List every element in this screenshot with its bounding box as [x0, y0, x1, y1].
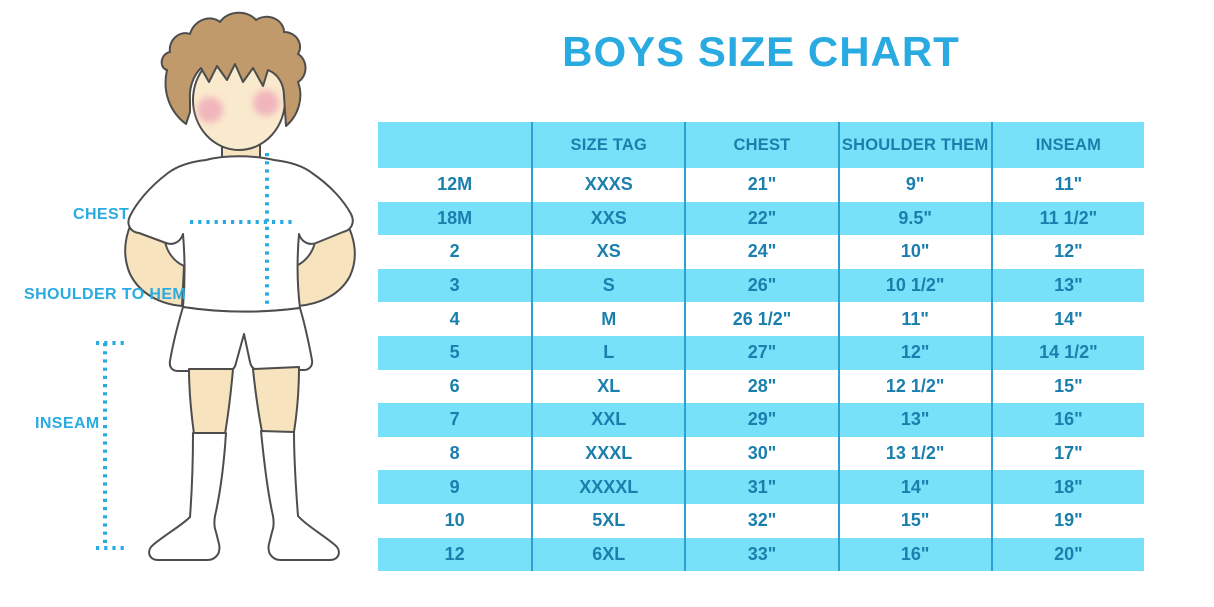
table-cell: 12"	[990, 235, 1144, 269]
table-row: 7 XXL 29" 13" 16"	[378, 403, 1144, 437]
table-cell: 8	[449, 443, 460, 464]
table-cell: 27"	[684, 335, 837, 370]
table-cell: 24"	[684, 235, 837, 269]
table-cell: 10	[444, 510, 465, 531]
table-row: 6 XL 28" 12 1/2" 15"	[378, 369, 1144, 404]
table-cell: 11"	[990, 168, 1144, 202]
column-header: SHOULDER THEM	[837, 122, 991, 168]
column-header	[378, 122, 531, 168]
table-cell: 12 1/2"	[837, 369, 991, 404]
boy-left-leg	[188, 368, 234, 435]
table-row: 9 XXXXL 31" 14" 18"	[378, 470, 1144, 504]
table-cell: 11"	[837, 302, 991, 336]
table-cell: 16"	[990, 403, 1144, 437]
table-cell: 20"	[990, 537, 1144, 572]
boy-shorts	[168, 306, 314, 372]
table-cell: 21"	[684, 168, 837, 202]
table-cell: XS	[531, 235, 684, 269]
table-cell: 10 1/2"	[837, 268, 991, 303]
table-cell: 7	[449, 409, 460, 430]
table-cell: S	[531, 268, 684, 303]
table-cell: 12"	[837, 335, 991, 370]
table-cell: 3	[449, 275, 460, 296]
table-cell: 26"	[684, 268, 837, 303]
table-cell: 14 1/2"	[990, 335, 1144, 370]
table-cell: 18"	[990, 470, 1144, 504]
boy-left-cheek	[197, 97, 223, 123]
table-cell: 12	[444, 543, 465, 564]
table-row: 10 5XL 32" 15" 19"	[378, 503, 1144, 538]
table-cell: 9"	[837, 168, 991, 202]
table-cell: 9.5"	[837, 201, 991, 236]
table-cell: 14"	[990, 302, 1144, 336]
table-cell: XXXXL	[531, 470, 684, 504]
column-header: CHEST	[684, 122, 837, 168]
shoulder-to-hem-label: SHOULDER TO HEM	[24, 286, 187, 303]
table-cell: 13 1/2"	[837, 436, 991, 471]
table-row: 5 L 27" 12" 14 1/2"	[378, 335, 1144, 370]
table-cell: M	[531, 302, 684, 336]
boy-right-cheek	[253, 90, 279, 116]
table-row: 8 XXXL 30" 13 1/2" 17"	[378, 436, 1144, 471]
table-cell: 15"	[837, 503, 991, 538]
column-header: INSEAM	[990, 122, 1144, 168]
table-header-row: SIZE TAG CHEST SHOULDER THEM INSEAM	[378, 122, 1144, 168]
table-cell: XL	[531, 369, 684, 404]
inseam-measure-line	[96, 341, 124, 550]
table-cell: 22"	[684, 201, 837, 236]
boy-left-sock	[148, 432, 227, 561]
column-header: SIZE TAG	[531, 122, 684, 168]
page-title: BOYS SIZE CHART	[562, 28, 960, 75]
table-cell: 15"	[990, 369, 1144, 404]
table-cell: 12M	[437, 174, 473, 195]
table-cell: 5XL	[531, 503, 684, 538]
table-row: 2 XS 24" 10" 12"	[378, 235, 1144, 269]
table-cell: 9	[449, 476, 460, 497]
table-cell: 28"	[684, 369, 837, 404]
table-cell: 31"	[684, 470, 837, 504]
inseam-label: INSEAM	[35, 415, 100, 432]
table-cell: 13"	[837, 403, 991, 437]
boy-right-sock	[260, 430, 340, 561]
boy-illustration: CHEST SHOULDER TO HEM INSEAM	[0, 0, 380, 607]
table-row: 12 6XL 33" 16" 20"	[378, 537, 1144, 572]
table-row: 3 S 26" 10 1/2" 13"	[378, 268, 1144, 303]
table-row: 18M XXS 22" 9.5" 11 1/2"	[378, 201, 1144, 236]
table-cell: 14"	[837, 470, 991, 504]
boy-right-leg	[252, 366, 300, 433]
table-cell: 5	[449, 342, 460, 363]
boy-hair	[160, 11, 307, 127]
table-cell: 2	[449, 241, 460, 262]
table-cell: 11 1/2"	[990, 201, 1144, 236]
table-row: 4 M 26 1/2" 11" 14"	[378, 302, 1144, 336]
table-cell: 18M	[437, 207, 473, 228]
table-cell: XXXL	[531, 436, 684, 471]
table-cell: 13"	[990, 268, 1144, 303]
table-cell: 4	[449, 308, 460, 329]
table-cell: 32"	[684, 503, 837, 538]
table-cell: L	[531, 335, 684, 370]
table-cell: 30"	[684, 436, 837, 471]
table-body: 12M XXXS 21" 9" 11" 18M XXS 22" 9.5" 11 1/2" 2 XS 24…	[378, 168, 1144, 572]
table-cell: 19"	[990, 503, 1144, 538]
table-row: 12M XXXS 21" 9" 11"	[378, 168, 1144, 202]
table-cell: XXL	[531, 403, 684, 437]
table-cell: 10"	[837, 235, 991, 269]
table-cell: 33"	[684, 537, 837, 572]
table-cell: XXXS	[531, 168, 684, 202]
table-cell: 6	[449, 375, 460, 396]
size-table: SIZE TAG CHEST SHOULDER THEM INSEAM 12M XXXS…	[378, 122, 1144, 572]
table-cell: 16"	[837, 537, 991, 572]
table-cell: XXS	[531, 201, 684, 236]
boy-figure-drawing	[96, 11, 356, 561]
table-cell: 26 1/2"	[684, 302, 837, 336]
table-cell: 29"	[684, 403, 837, 437]
table-cell: 6XL	[531, 537, 684, 572]
chest-label: CHEST	[73, 206, 130, 223]
table-cell: 17"	[990, 436, 1144, 471]
